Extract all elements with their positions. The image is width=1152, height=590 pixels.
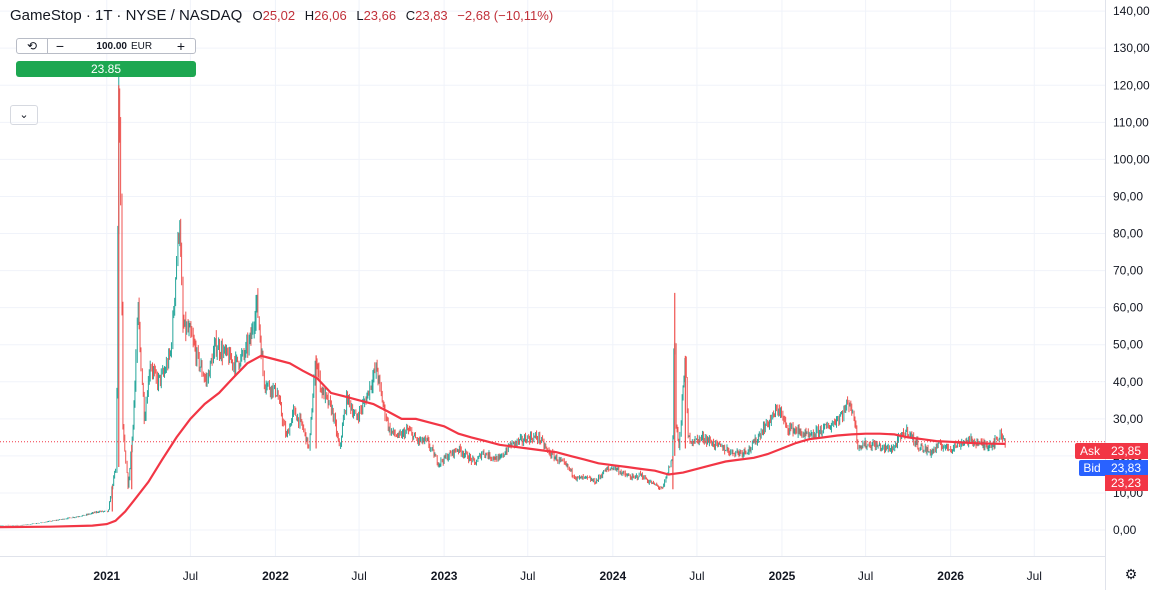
decrease-button[interactable]: − [55, 38, 65, 54]
increase-button[interactable]: + [176, 38, 186, 54]
low-value: 23,66 [363, 8, 397, 23]
x-tick-label: Jul [183, 569, 198, 583]
x-tick-label: Jul [858, 569, 873, 583]
x-tick-label: 2023 [431, 569, 458, 583]
order-quantity-widget: ⟲ − 100.00 EUR + [16, 38, 196, 54]
y-tick-label: 80,00 [1113, 227, 1143, 241]
y-tick-label: 40,00 [1113, 375, 1143, 389]
y-tick-label: 110,00 [1113, 115, 1149, 129]
close-value: 23,83 [415, 8, 448, 23]
y-tick-label: 140,00 [1113, 4, 1150, 18]
refresh-icon[interactable]: ⟲ [17, 39, 48, 53]
open-label: O [252, 8, 263, 23]
x-tick-label: 2022 [262, 569, 289, 583]
open-value: 25,02 [262, 8, 296, 23]
y-tick-label: 70,00 [1113, 264, 1143, 278]
x-tick-label: 2025 [769, 569, 796, 583]
y-tick-label: 30,00 [1113, 412, 1143, 426]
buy-button[interactable]: 23.85 [16, 61, 196, 77]
y-tick-label: 100,00 [1113, 152, 1150, 166]
low-label: L [356, 8, 364, 23]
quantity-input[interactable]: 100.00 [96, 40, 127, 52]
x-tick-label: 2024 [599, 569, 626, 583]
ask-price-tag: 23,85 [1105, 443, 1148, 459]
y-tick-label: 50,00 [1113, 338, 1143, 352]
moving-average-line [0, 354, 1006, 529]
high-value: 26,06 [314, 8, 347, 23]
gear-icon[interactable]: ⚙ [1124, 566, 1138, 582]
x-tick-label: Jul [520, 569, 535, 583]
x-tick-label: Jul [351, 569, 366, 583]
y-tick-label: 0,00 [1113, 523, 1137, 537]
y-tick-label: 130,00 [1113, 41, 1150, 55]
chevron-down-icon[interactable]: ⌄ [10, 105, 38, 125]
ask-label: Ask [1075, 443, 1105, 459]
bid-price-tag: 23,83 [1105, 460, 1148, 476]
y-tick-label: 120,00 [1113, 78, 1150, 92]
x-tick-label: Jul [689, 569, 704, 583]
bid-label: Bid [1079, 460, 1105, 476]
candles-group [0, 72, 1006, 526]
change-value: −2,68 (−10,11%) [457, 8, 554, 23]
chart-legend: GameStop · 1T · NYSE / NASDAQ O25,02 H26… [10, 7, 559, 24]
ohlc-values: O25,02 H26,06 L23,66 C23,83 −2,68 (−10,1… [252, 8, 559, 23]
close-label: C [405, 8, 416, 23]
y-tick-label: 90,00 [1113, 189, 1143, 203]
x-tick-label: 2026 [937, 569, 964, 583]
y-tick-label: 60,00 [1113, 301, 1143, 315]
x-tick-label: 2021 [93, 569, 120, 583]
x-tick-label: Jul [1027, 569, 1042, 583]
currency-label: EUR [131, 40, 153, 52]
high-label: H [304, 8, 315, 23]
symbol-title[interactable]: GameStop · 1T · NYSE / NASDAQ [10, 7, 243, 24]
moving-average-tag: 23,23 [1105, 475, 1148, 491]
